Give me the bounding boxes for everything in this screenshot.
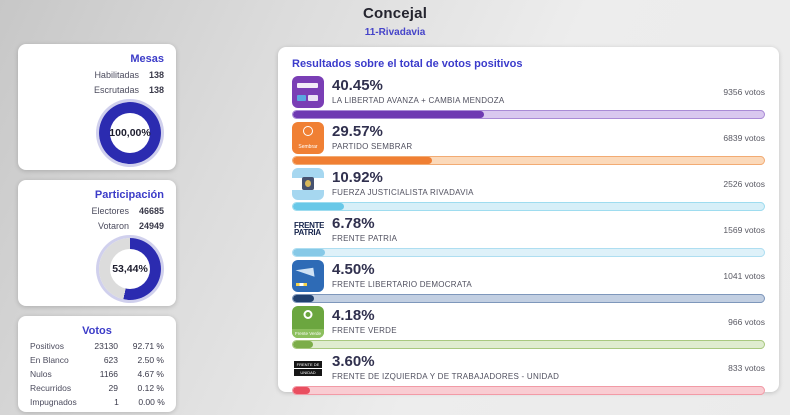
results-panel: Resultados sobre el total de votos posit… [278, 47, 779, 395]
votos-row-enblanco: En Blanco 623 2.50 % [30, 355, 164, 365]
party-votes: 2526 votos [723, 178, 765, 189]
votos-count: 623 [103, 355, 118, 365]
party-name: FRENTE DE IZQUIERDA Y DE TRABAJADORES - … [332, 371, 560, 381]
la-libertad-avanza-logo-icon [292, 75, 324, 108]
mesas-card: Mesas Habilitadas 138 Escrutadas 138 100… [18, 44, 176, 170]
party-row-partido-sembrar: Sembrar 29.57% PARTIDO SEMBRAR 6839 voto… [292, 121, 765, 165]
votos-label: Positivos [30, 341, 65, 351]
party-votes: 6839 votos [723, 132, 765, 143]
party-percent: 4.18% [332, 307, 375, 325]
votos-count: 23130 [94, 341, 118, 351]
party-row-frente-libertario: 4.50% FRENTE LIBERTARIO DEMOCRATA 1041 v… [292, 259, 765, 303]
votos-card: Votos Positivos 23130 92.71 % En Blanco … [18, 316, 176, 412]
stat-value: 46685 [138, 206, 164, 216]
party-percent: 4.50% [332, 261, 375, 279]
stat-value: 138 [148, 85, 164, 95]
votos-pct: 4.67 % [137, 369, 164, 379]
votos-row-recurridos: Recurridos 29 0.12 % [30, 383, 164, 393]
participacion-donut: 53,44% [99, 238, 161, 300]
party-bar-track [292, 110, 765, 119]
party-bar-track [292, 340, 765, 349]
frente-patria-logo-icon: FRENTE PATRIA [292, 213, 324, 246]
fuerza-justicialista-logo-icon [292, 167, 324, 200]
mesas-escrutadas-row: Escrutadas 138 [30, 85, 164, 95]
partido-sembrar-logo-icon: Sembrar [292, 121, 324, 154]
party-name: FRENTE PATRIA [332, 233, 398, 243]
votaron-row: Votaron 24949 [30, 221, 164, 231]
party-bar-track [292, 294, 765, 303]
party-row-frente-patria: FRENTE PATRIA 6.78% FRENTE PATRIA 1569 v… [292, 213, 765, 257]
stat-label: Habilitadas [94, 70, 139, 80]
party-row-frente-verde: Frente Verde 4.18% FRENTE VERDE 966 voto… [292, 305, 765, 349]
votos-count: 1 [114, 397, 119, 407]
page-title: Concejal [362, 5, 428, 22]
party-percent: 40.45% [332, 77, 383, 95]
votos-label: Nulos [30, 369, 52, 379]
party-votes: 1041 votos [723, 270, 765, 281]
party-name: PARTIDO SEMBRAR [332, 141, 413, 151]
votos-row-nulos: Nulos 1166 4.67 % [30, 369, 164, 379]
participacion-title: Participación [94, 189, 164, 201]
stat-value: 138 [148, 70, 164, 80]
mesas-donut-label: 100,00% [109, 127, 151, 139]
mesas-donut-wrap: 100,00% [30, 102, 164, 164]
party-bar-track [292, 248, 765, 257]
mesas-donut: 100,00% [99, 102, 161, 164]
stat-label: Escrutadas [93, 85, 139, 95]
votos-pct: 0.12 % [137, 383, 164, 393]
participacion-donut-label: 53,44% [112, 263, 148, 275]
party-name: FUERZA JUSTICIALISTA RIVADAVIA [332, 187, 474, 197]
party-name: FRENTE VERDE [332, 325, 397, 335]
mesas-title: Mesas [130, 53, 164, 65]
votos-pct: 92.71 % [132, 341, 164, 351]
fit-unidad-logo-icon: FRENTE DE IZQUIERDA UNIDAD [292, 351, 324, 384]
party-bar-track [292, 386, 765, 395]
party-name: FRENTE LIBERTARIO DEMOCRATA [332, 279, 472, 289]
votos-count: 29 [108, 383, 118, 393]
party-bar-fill [293, 249, 325, 256]
votos-row-positivos: Positivos 23130 92.71 % [30, 341, 164, 351]
party-name: LA LIBERTAD AVANZA + CAMBIA MENDOZA [332, 95, 505, 105]
party-row-fit-unidad: FRENTE DE IZQUIERDA UNIDAD 3.60% FRENTE … [292, 351, 765, 395]
votos-pct: 2.50 % [137, 355, 164, 365]
party-percent: 6.78% [332, 215, 375, 233]
frente-libertario-logo-icon [292, 259, 324, 292]
votos-row-impugnados: Impugnados 1 0.00 % [30, 397, 165, 407]
stat-value: 24949 [138, 221, 164, 231]
frente-verde-logo-icon: Frente Verde [292, 305, 324, 338]
participacion-card: Participación Electores 46685 Votaron 24… [18, 180, 176, 306]
party-percent: 3.60% [332, 353, 375, 371]
district-selector[interactable]: 11-Rivadavia [364, 27, 426, 38]
party-bar-fill [293, 157, 433, 164]
party-row-la-libertad-avanza: 40.45% LA LIBERTAD AVANZA + CAMBIA MENDO… [292, 75, 765, 119]
results-title: Resultados sobre el total de votos posit… [292, 58, 523, 70]
votos-label: Recurridos [30, 383, 72, 393]
votos-count: 1166 [99, 369, 118, 379]
party-votes: 9356 votos [723, 86, 765, 97]
participacion-donut-wrap: 53,44% [30, 238, 164, 300]
stat-label: Votaron [97, 221, 129, 231]
votos-label: Impugnados [30, 397, 77, 407]
votos-pct: 0.00 % [138, 397, 165, 407]
party-bar-fill [293, 111, 484, 118]
party-bar-track [292, 202, 765, 211]
party-percent: 29.57% [332, 123, 383, 141]
electores-row: Electores 46685 [30, 206, 164, 216]
party-percent: 10.92% [332, 169, 383, 187]
party-bar-fill [293, 295, 315, 302]
party-bar-fill [293, 203, 345, 210]
page-header: Concejal 11-Rivadavia [0, 5, 790, 38]
mesas-habilitadas-row: Habilitadas 138 [30, 70, 164, 80]
party-bar-track [292, 156, 765, 165]
party-votes: 1569 votos [723, 224, 765, 235]
votos-label: En Blanco [30, 355, 69, 365]
party-votes: 966 votos [728, 316, 765, 327]
party-bar-fill [293, 387, 310, 394]
votos-title: Votos [82, 325, 112, 337]
stat-label: Electores [91, 206, 129, 216]
party-row-fuerza-justicialista: 10.92% FUERZA JUSTICIALISTA RIVADAVIA 25… [292, 167, 765, 211]
party-bar-fill [293, 341, 313, 348]
party-votes: 833 votos [728, 362, 765, 373]
